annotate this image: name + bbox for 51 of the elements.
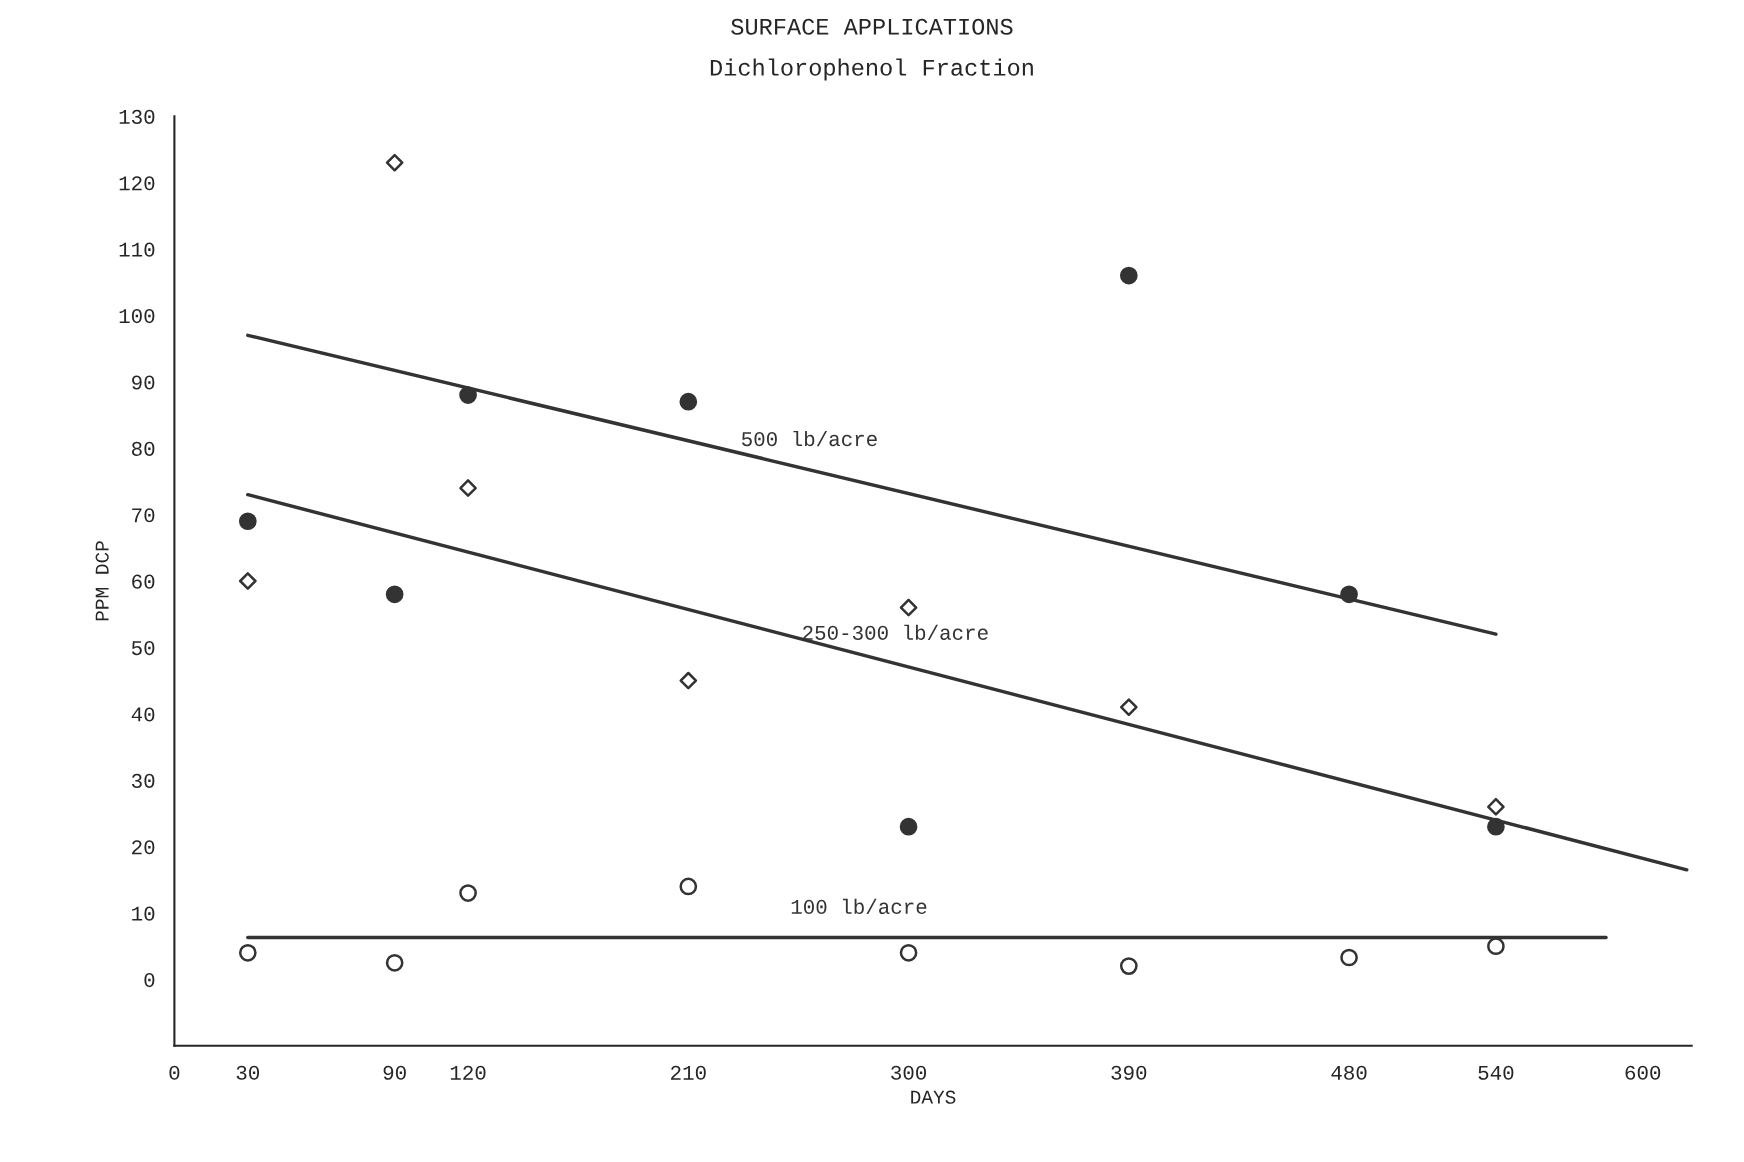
point: [238, 943, 257, 962]
point: [1119, 957, 1138, 975]
x-tick-label: 540: [1478, 1065, 1514, 1080]
point: [1119, 698, 1138, 717]
y-tick-label: 20: [132, 840, 155, 855]
y-tick-label: 110: [119, 242, 155, 257]
y-tick-label: 90: [132, 375, 155, 390]
point: [1119, 266, 1138, 285]
point: [679, 877, 698, 896]
y-tick-label: 40: [131, 707, 155, 722]
x-tick-label: 120: [450, 1065, 486, 1080]
y-tick-label: 130: [119, 109, 155, 124]
point: [679, 671, 698, 690]
point: [385, 953, 404, 972]
point: [459, 479, 477, 497]
y-tick-label: 10: [132, 906, 155, 921]
chart-subtitle: Dichlorophenol Fraction: [710, 58, 1033, 81]
x-tick-label: 30: [236, 1065, 260, 1080]
x-tick-label: 300: [891, 1065, 927, 1080]
x-tick-label: 600: [1625, 1065, 1661, 1080]
series-label: 250-300 lb/acre: [803, 624, 988, 640]
y-tick-label: 120: [119, 176, 155, 191]
y-tick-label: 100: [119, 309, 155, 324]
y-tick-label: 30: [131, 773, 155, 788]
chart-title: SURFACE APPLICATIONS: [731, 18, 1013, 35]
y-tick-label: 50: [131, 641, 155, 656]
point: [1340, 948, 1358, 967]
series-label: 100 lb/acre: [791, 898, 927, 915]
x-tick-label: 0: [169, 1065, 180, 1080]
x-tick-label: 90: [383, 1065, 406, 1080]
point: [459, 884, 477, 902]
point: [679, 392, 698, 411]
point: [238, 572, 257, 590]
x-tick-label: 480: [1331, 1065, 1367, 1080]
y-tick-label: 60: [132, 574, 155, 589]
x-axis-title: DAYS: [911, 1090, 956, 1104]
point: [238, 512, 257, 531]
point: [899, 817, 918, 836]
point: [899, 943, 918, 962]
y-tick-label: 80: [132, 441, 155, 456]
x-tick-label: 210: [671, 1065, 706, 1080]
point: [1487, 937, 1505, 956]
point: [899, 598, 918, 617]
point: [385, 585, 404, 604]
y-axis-title: PPM DCP: [95, 541, 109, 621]
x-tick-label: 390: [1111, 1065, 1147, 1080]
point: [385, 153, 404, 172]
y-tick-label: 0: [144, 973, 155, 988]
y-tick-label: 70: [132, 508, 155, 523]
point: [1487, 797, 1505, 816]
series-label: 500 lb/acre: [741, 430, 877, 447]
